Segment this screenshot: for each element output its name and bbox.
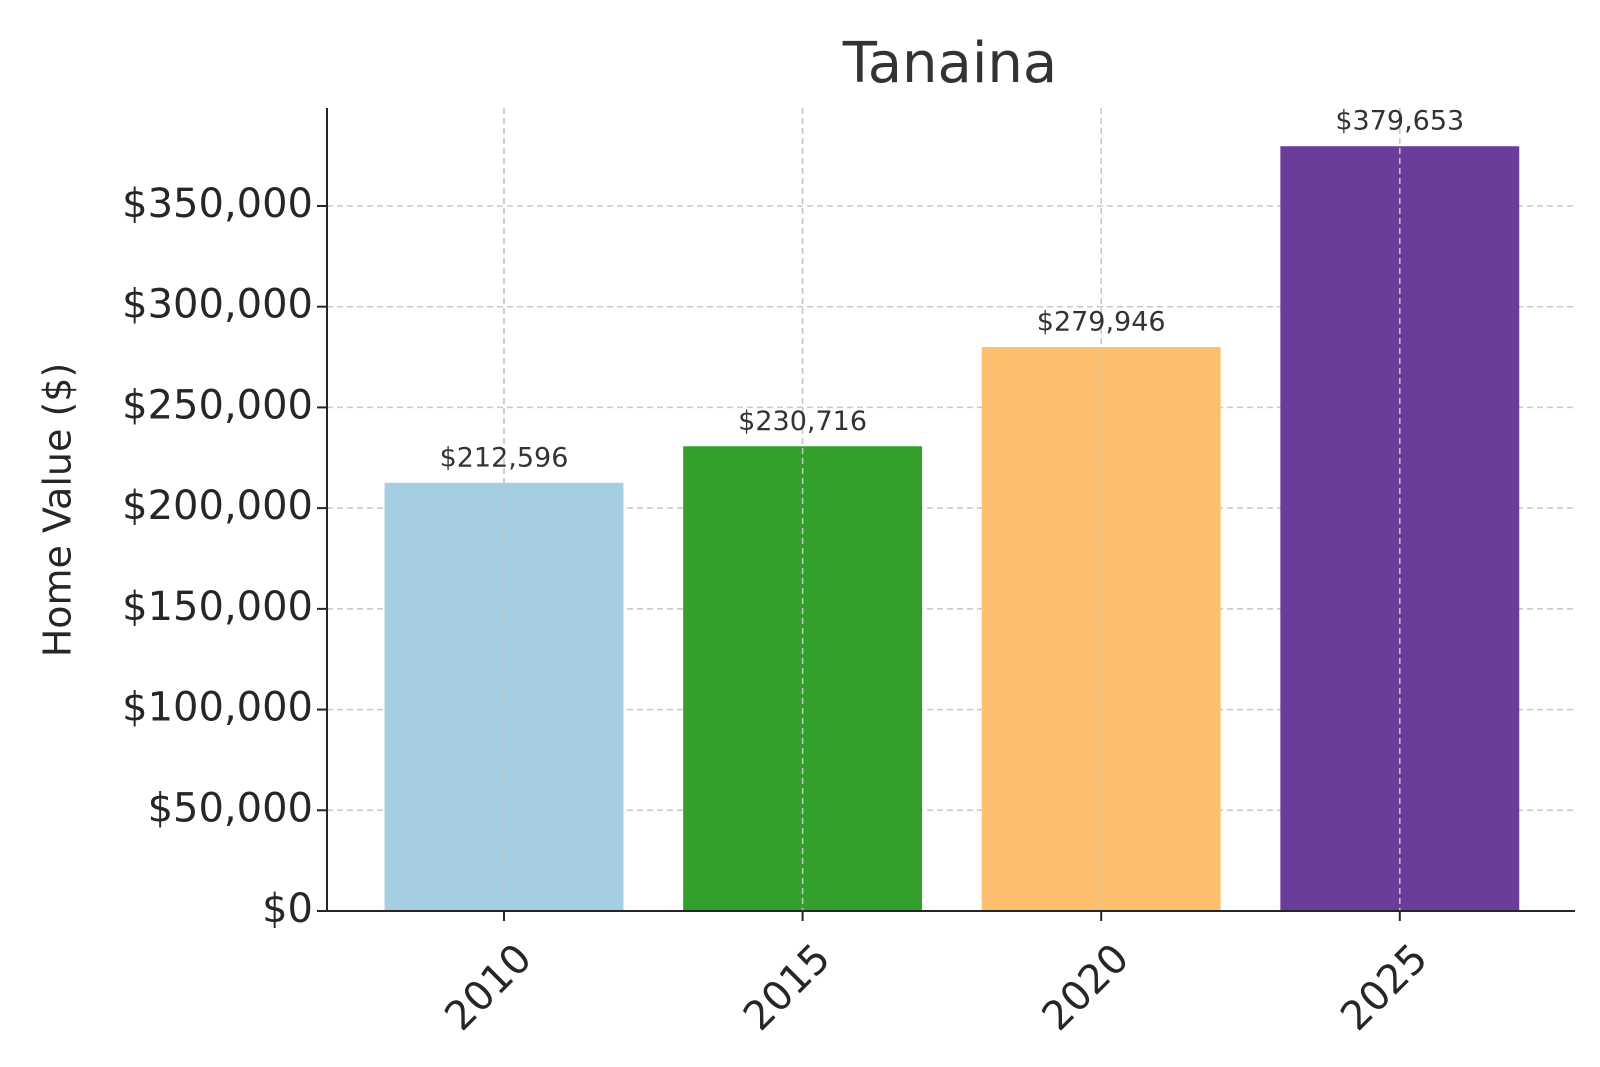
value-label: $379,653 xyxy=(1335,106,1464,137)
value-label: $212,596 xyxy=(440,442,569,473)
y-tick-label: $150,000 xyxy=(122,584,313,630)
value-label: $230,716 xyxy=(738,406,867,437)
chart-title: Tanaina xyxy=(842,31,1057,96)
bar xyxy=(384,482,624,911)
x-tick-label: 2010 xyxy=(436,935,541,1040)
x-tick-label: 2020 xyxy=(1034,935,1139,1040)
y-tick-label: $300,000 xyxy=(122,282,313,328)
y-tick-label: $350,000 xyxy=(122,181,313,227)
y-tick-label: $100,000 xyxy=(122,685,313,731)
value-label: $279,946 xyxy=(1037,307,1166,338)
y-tick-label: $50,000 xyxy=(148,785,313,831)
x-tick-label: 2015 xyxy=(735,935,840,1040)
x-tick-label: 2025 xyxy=(1332,935,1437,1040)
y-axis-label: Home Value ($) xyxy=(36,363,80,658)
y-tick-label: $0 xyxy=(262,886,313,932)
y-tick-label: $200,000 xyxy=(122,483,313,529)
y-tick-label: $250,000 xyxy=(122,382,313,428)
